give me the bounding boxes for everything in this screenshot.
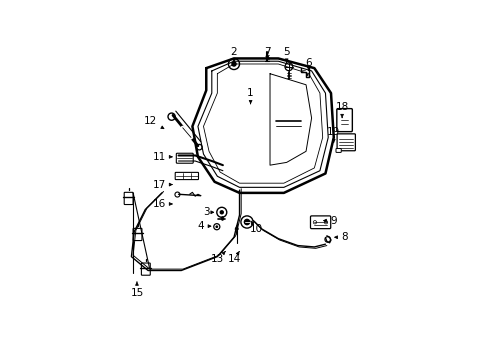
- FancyBboxPatch shape: [141, 263, 150, 275]
- Circle shape: [215, 225, 218, 228]
- FancyBboxPatch shape: [133, 228, 142, 240]
- Circle shape: [231, 61, 236, 67]
- Circle shape: [175, 192, 180, 197]
- Text: 16: 16: [152, 199, 172, 209]
- Text: 12: 12: [144, 116, 163, 129]
- Text: 13: 13: [210, 252, 225, 264]
- Text: 19: 19: [326, 127, 340, 143]
- Circle shape: [285, 63, 292, 71]
- Text: 14: 14: [227, 252, 240, 264]
- Circle shape: [213, 224, 220, 230]
- Polygon shape: [300, 68, 308, 77]
- Text: 2: 2: [230, 46, 237, 62]
- Text: 15: 15: [130, 282, 143, 298]
- Text: 10: 10: [249, 221, 262, 234]
- Circle shape: [324, 221, 327, 224]
- Circle shape: [305, 74, 308, 76]
- FancyBboxPatch shape: [335, 149, 341, 152]
- Circle shape: [216, 207, 226, 217]
- Text: 1: 1: [247, 88, 253, 104]
- Circle shape: [243, 219, 250, 225]
- FancyBboxPatch shape: [336, 109, 352, 132]
- Text: 11: 11: [152, 152, 172, 162]
- Text: 18: 18: [335, 102, 348, 118]
- Circle shape: [324, 237, 330, 242]
- FancyBboxPatch shape: [176, 153, 193, 163]
- Text: 4: 4: [197, 221, 210, 231]
- FancyBboxPatch shape: [310, 216, 330, 229]
- Text: 3: 3: [203, 207, 213, 217]
- Circle shape: [219, 210, 224, 215]
- Circle shape: [241, 216, 253, 228]
- Text: 5: 5: [283, 46, 289, 62]
- Text: 6: 6: [305, 58, 311, 71]
- Text: 17: 17: [152, 180, 172, 190]
- FancyBboxPatch shape: [124, 192, 133, 204]
- Circle shape: [228, 58, 239, 69]
- FancyBboxPatch shape: [175, 172, 198, 180]
- Text: 8: 8: [334, 232, 347, 242]
- Text: 7: 7: [264, 46, 270, 59]
- Circle shape: [313, 221, 316, 224]
- FancyBboxPatch shape: [336, 134, 355, 151]
- Text: 9: 9: [323, 216, 336, 226]
